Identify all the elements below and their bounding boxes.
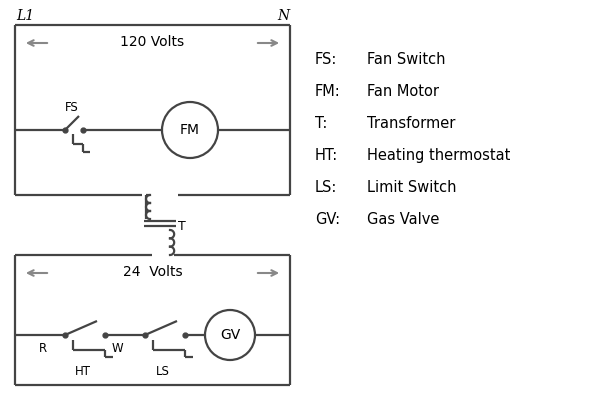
Text: N: N	[277, 9, 289, 23]
Text: T: T	[178, 220, 186, 234]
Text: LS: LS	[156, 365, 170, 378]
Text: 120 Volts: 120 Volts	[120, 35, 185, 49]
Text: FS:: FS:	[315, 52, 337, 67]
Text: W: W	[111, 342, 123, 355]
Text: HT: HT	[75, 365, 91, 378]
Text: L1: L1	[16, 9, 34, 23]
Text: LS:: LS:	[315, 180, 337, 195]
Text: 24  Volts: 24 Volts	[123, 265, 182, 279]
Text: R: R	[39, 342, 47, 355]
Text: Fan Motor: Fan Motor	[367, 84, 439, 99]
Text: Gas Valve: Gas Valve	[367, 212, 440, 227]
Text: FM: FM	[180, 123, 200, 137]
Text: GV: GV	[220, 328, 240, 342]
Text: T:: T:	[315, 116, 327, 131]
Text: FM:: FM:	[315, 84, 341, 99]
Text: Heating thermostat: Heating thermostat	[367, 148, 510, 163]
Text: FS: FS	[65, 101, 78, 114]
Text: Transformer: Transformer	[367, 116, 455, 131]
Text: Fan Switch: Fan Switch	[367, 52, 445, 67]
Text: Limit Switch: Limit Switch	[367, 180, 457, 195]
Text: GV:: GV:	[315, 212, 340, 227]
Text: HT:: HT:	[315, 148, 338, 163]
